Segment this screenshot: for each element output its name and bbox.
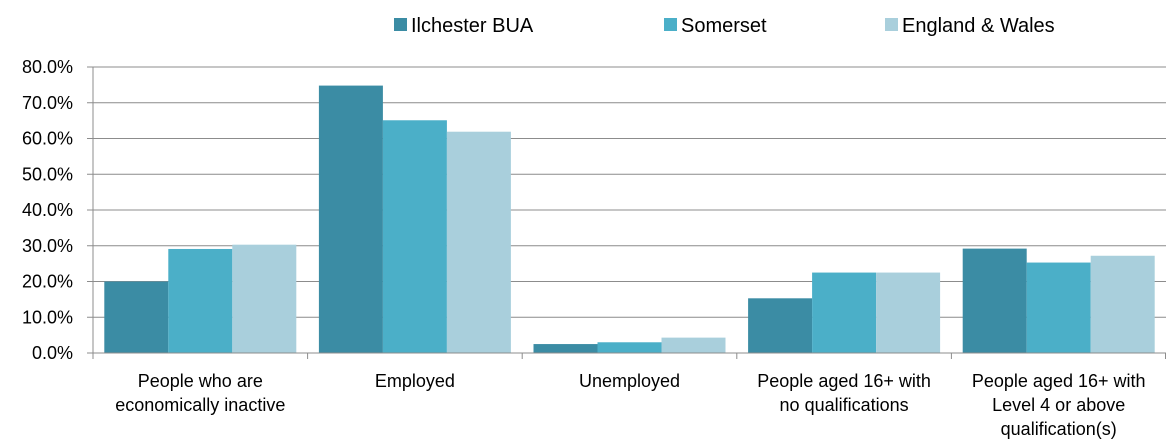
legend-swatch bbox=[664, 18, 677, 31]
category-label: People aged 16+ with Level 4 or above qual… bbox=[972, 371, 1146, 439]
bar-0-2 bbox=[232, 244, 297, 353]
y-tick-label: 70.0% bbox=[22, 93, 73, 113]
legend-swatch bbox=[394, 18, 407, 31]
bar-2-0 bbox=[533, 344, 598, 353]
legend-label: Somerset bbox=[681, 15, 767, 37]
category-label: Employed bbox=[375, 371, 455, 391]
legend-label: England & Wales bbox=[902, 15, 1055, 37]
bar-1-1 bbox=[382, 120, 447, 353]
legend-item: Somerset bbox=[664, 15, 767, 37]
bar-0-1 bbox=[168, 248, 233, 353]
bar-3-1 bbox=[812, 272, 877, 353]
bar-1-0 bbox=[318, 85, 383, 353]
y-tick-label: 50.0% bbox=[22, 164, 73, 184]
bar-1-2 bbox=[446, 131, 511, 353]
legend-swatch bbox=[885, 18, 898, 31]
bar-0-0 bbox=[104, 281, 169, 353]
legend-item: Ilchester BUA bbox=[394, 15, 534, 37]
y-tick-label: 80.0% bbox=[22, 57, 73, 77]
legend-item: England & Wales bbox=[885, 15, 1055, 37]
y-tick-label: 40.0% bbox=[22, 200, 73, 220]
legend-label: Ilchester BUA bbox=[411, 15, 534, 37]
y-tick-label: 30.0% bbox=[22, 236, 73, 256]
bar-4-1 bbox=[1026, 262, 1091, 353]
bars bbox=[104, 85, 1155, 353]
bar-2-1 bbox=[597, 342, 662, 353]
bar-3-2 bbox=[876, 272, 941, 353]
y-axis: 0.0% 10.0% 20.0% 30.0% 40.0% 50.0% 60.0% 70.0% 8… bbox=[22, 57, 94, 363]
x-axis: People who are economically inactive Emplo… bbox=[92, 352, 1166, 439]
legend: Ilchester BUA Somerset England & Wales bbox=[394, 15, 1055, 37]
y-tick-label: 60.0% bbox=[22, 129, 73, 149]
y-tick-label: 10.0% bbox=[22, 307, 73, 327]
bar-4-2 bbox=[1090, 255, 1155, 353]
bar-2-2 bbox=[661, 337, 726, 353]
category-label: People aged 16+ with no qualifications bbox=[757, 371, 931, 415]
category-label: Unemployed bbox=[579, 371, 680, 391]
y-tick-label: 0.0% bbox=[32, 343, 73, 363]
bar-4-0 bbox=[962, 248, 1027, 353]
bar-3-0 bbox=[748, 298, 813, 353]
category-label: People who are economically inactive bbox=[115, 371, 285, 415]
y-tick-label: 20.0% bbox=[22, 272, 73, 292]
